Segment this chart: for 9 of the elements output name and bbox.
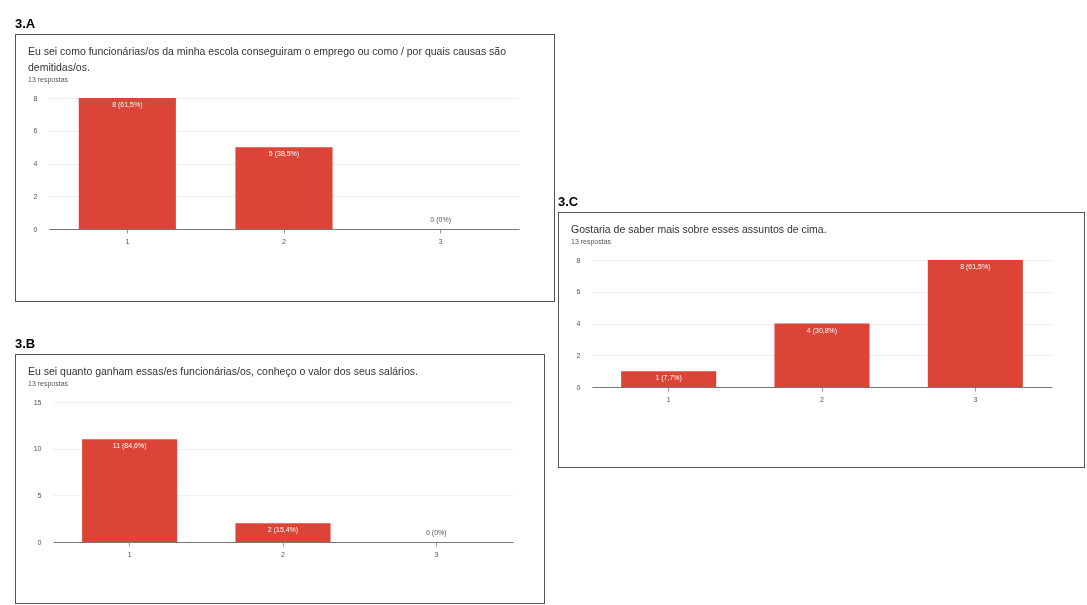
- chart-subtitle: Eu sei quanto ganham essas/es funcionárias/os, conheço o valor dos seus salários.: [28, 364, 419, 379]
- chart-title: 3.A: [15, 15, 37, 33]
- bar: [621, 371, 717, 387]
- chart-subtitle: Eu sei como funcionárias/os da minha escola conseguiram o emprego ou como / por quais causas são demitidas/os.: [28, 44, 507, 75]
- bar: [774, 323, 870, 387]
- chart-subtitle: Gostaria de saber mais sobre esses assuntos de cima.: [571, 222, 828, 237]
- chart-title: 3.B: [15, 335, 37, 353]
- chart-title: 3.C: [558, 193, 580, 211]
- bar: [927, 260, 1023, 387]
